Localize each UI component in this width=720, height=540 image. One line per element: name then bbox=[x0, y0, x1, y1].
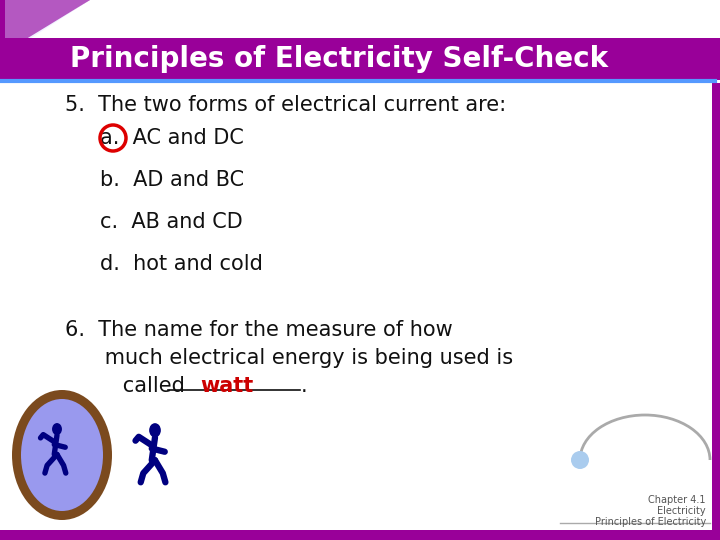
FancyBboxPatch shape bbox=[0, 530, 720, 540]
Text: .: . bbox=[301, 376, 307, 396]
Text: a.  AC and DC: a. AC and DC bbox=[100, 128, 244, 148]
Text: 6.  The name for the measure of how: 6. The name for the measure of how bbox=[65, 320, 453, 340]
Circle shape bbox=[571, 451, 589, 469]
Text: Electricity: Electricity bbox=[657, 506, 706, 516]
Text: watt: watt bbox=[200, 376, 253, 396]
Polygon shape bbox=[0, 0, 90, 55]
FancyBboxPatch shape bbox=[0, 38, 720, 80]
Text: called: called bbox=[83, 376, 185, 396]
Text: b.  AD and BC: b. AD and BC bbox=[100, 170, 244, 190]
Ellipse shape bbox=[149, 423, 161, 437]
Text: Principles of Electricity Self-Check: Principles of Electricity Self-Check bbox=[70, 45, 608, 73]
Ellipse shape bbox=[12, 390, 112, 520]
Text: 5.  The two forms of electrical current are:: 5. The two forms of electrical current a… bbox=[65, 95, 506, 115]
Ellipse shape bbox=[21, 399, 103, 511]
Text: c.  AB and CD: c. AB and CD bbox=[100, 212, 243, 232]
FancyBboxPatch shape bbox=[712, 83, 720, 540]
Text: d.  hot and cold: d. hot and cold bbox=[100, 254, 263, 274]
Text: much electrical energy is being used is: much electrical energy is being used is bbox=[65, 348, 513, 368]
Ellipse shape bbox=[52, 423, 62, 435]
Text: Chapter 4.1: Chapter 4.1 bbox=[649, 495, 706, 505]
Polygon shape bbox=[5, 0, 90, 55]
Text: Principles of Electricity: Principles of Electricity bbox=[595, 517, 706, 527]
